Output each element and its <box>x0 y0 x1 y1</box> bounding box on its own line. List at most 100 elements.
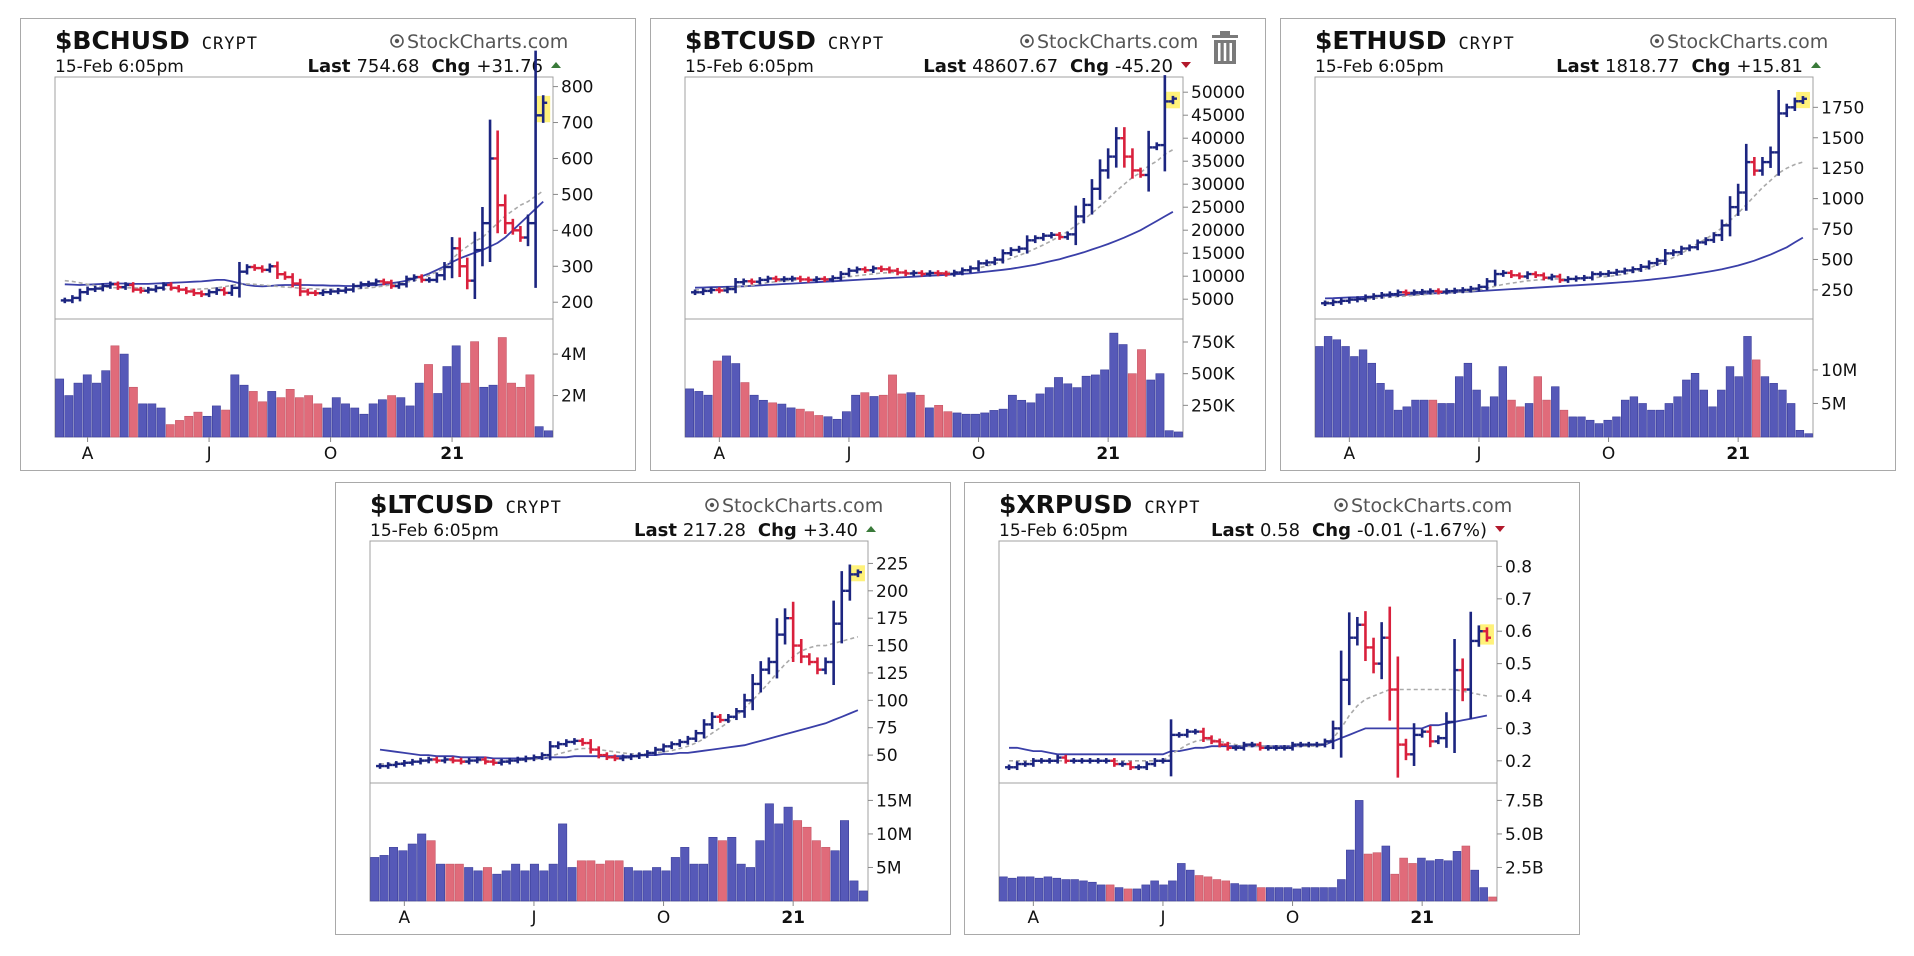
ohlc-bar <box>524 214 533 247</box>
volume-bar <box>507 382 516 438</box>
volume-bar <box>1185 869 1195 902</box>
volume-bar <box>934 405 944 438</box>
volume-bar <box>661 870 671 902</box>
ohlc-bar <box>1466 611 1475 719</box>
y-tick-label: 700 <box>561 114 593 134</box>
chart-panel-bchusd[interactable]: $BCHUSD CRYPT StockCharts.com 15-Feb 6:05pm… <box>20 18 636 471</box>
ohlc-bar <box>448 756 457 764</box>
ohlc-bar <box>1199 727 1208 743</box>
ohlc-bar <box>1774 90 1783 176</box>
ohlc-bar <box>708 712 717 730</box>
ohlc-bar <box>318 289 327 296</box>
ohlc-bar <box>731 278 740 294</box>
volume-bar <box>359 413 369 438</box>
ohlc-bar <box>513 756 522 764</box>
volume-bar <box>1097 884 1106 902</box>
volume-bar <box>680 847 690 902</box>
ohlc-bar <box>1434 288 1443 295</box>
volume-bar <box>1127 373 1137 438</box>
volume-bar <box>501 870 511 902</box>
ohlc-bar <box>1112 127 1121 168</box>
volume-bar <box>878 394 888 438</box>
ohlc-bar <box>1393 656 1402 778</box>
volume-bar <box>1690 372 1700 438</box>
volume-bar <box>1682 379 1691 438</box>
ohlc-bar <box>1053 754 1062 764</box>
y-tick-label: 0.2 <box>1505 752 1532 772</box>
chg-label: Chg <box>758 520 797 541</box>
ohlc-bar <box>1474 284 1483 292</box>
volume-bar <box>1265 887 1275 902</box>
symbol: $LTCUSD <box>370 490 494 519</box>
ohlc-bar <box>455 237 464 278</box>
ohlc-bar <box>432 756 441 764</box>
volume-tick-label: 15M <box>876 791 912 811</box>
ohlc-bar <box>1369 637 1378 674</box>
trash-icon[interactable] <box>1210 30 1240 66</box>
volume-bar <box>454 863 464 902</box>
volume-bar <box>156 407 166 438</box>
volume-bar <box>1155 373 1165 438</box>
ohlc-bar <box>205 289 214 298</box>
volume-bar <box>350 407 360 438</box>
volume-bar <box>1385 389 1394 438</box>
ohlc-bar <box>748 674 757 711</box>
exchange: CRYPT <box>1144 498 1200 518</box>
ohlc-bar <box>763 275 772 283</box>
ohlc-bar <box>538 752 547 761</box>
ohlc-bar <box>1685 244 1694 252</box>
volume-bar <box>313 403 323 438</box>
x-tick-label: A <box>82 444 94 464</box>
volume-bar <box>202 415 212 438</box>
ohlc-bar <box>716 714 725 723</box>
ohlc-bar <box>699 288 708 296</box>
y-tick-label: 750 <box>1821 220 1853 240</box>
volume-bar <box>576 860 586 902</box>
watermark-text: StockCharts.com <box>722 495 883 517</box>
volume-bar <box>1647 409 1656 438</box>
volume-bar <box>1452 851 1462 902</box>
y-tick-label: 150 <box>876 637 908 657</box>
ohlc-bar <box>950 269 959 277</box>
ohlc-bar <box>1353 616 1362 646</box>
volume-bar <box>567 867 577 902</box>
ohlc-bar <box>1142 761 1151 771</box>
y-tick-label: 35000 <box>1191 152 1245 172</box>
ohlc-bar <box>159 282 168 291</box>
ohlc-bar <box>1361 611 1370 662</box>
chg-value: +3.40 <box>803 520 858 541</box>
volume-bar <box>685 388 695 438</box>
chart-panel-ltcusd[interactable]: $LTCUSD CRYPT StockCharts.com 15-Feb 6:05pm… <box>335 482 951 935</box>
volume-bar <box>1328 887 1337 902</box>
ohlc-bar <box>465 757 474 765</box>
ohlc-bar <box>723 286 732 294</box>
chart-panel-btcusd[interactable]: $BTCUSD CRYPT StockCharts.com 15-Feb 6:05pm… <box>650 18 1266 471</box>
volume-bar <box>814 415 824 438</box>
ohlc-bar <box>440 262 449 281</box>
ohlc-bar <box>594 746 603 759</box>
volume-bar <box>184 415 194 438</box>
y-tick-label: 500 <box>561 185 593 205</box>
chart-panel-xrpusd[interactable]: $XRPUSD CRYPT StockCharts.com 15-Feb 6:05pm… <box>964 482 1580 935</box>
exchange: CRYPT <box>1459 34 1515 54</box>
volume-bar <box>998 408 1008 438</box>
chg-value: -45.20 <box>1115 56 1173 77</box>
volume-bar <box>1008 877 1017 902</box>
volume-bar <box>221 409 231 438</box>
ohlc-bar <box>1555 273 1564 283</box>
volume-bar <box>64 395 74 438</box>
volume-bar <box>417 833 427 902</box>
volume-bar <box>586 860 596 902</box>
volume-bar <box>1137 349 1146 438</box>
ohlc-bar <box>1047 232 1056 239</box>
volume-bar <box>1734 376 1743 438</box>
ohlc-bar <box>489 758 498 766</box>
volume-bar <box>405 405 415 438</box>
ohlc-bar <box>1207 735 1216 745</box>
volume-bar <box>1568 416 1577 438</box>
last-value: 754.68 <box>356 56 419 77</box>
volume-bar <box>1141 884 1150 902</box>
ohlc-bar <box>1418 728 1427 738</box>
chart-panel-ethusd[interactable]: $ETHUSD CRYPT StockCharts.com 15-Feb 6:05pm… <box>1280 18 1896 471</box>
volume-tick-label: 2M <box>561 387 586 407</box>
